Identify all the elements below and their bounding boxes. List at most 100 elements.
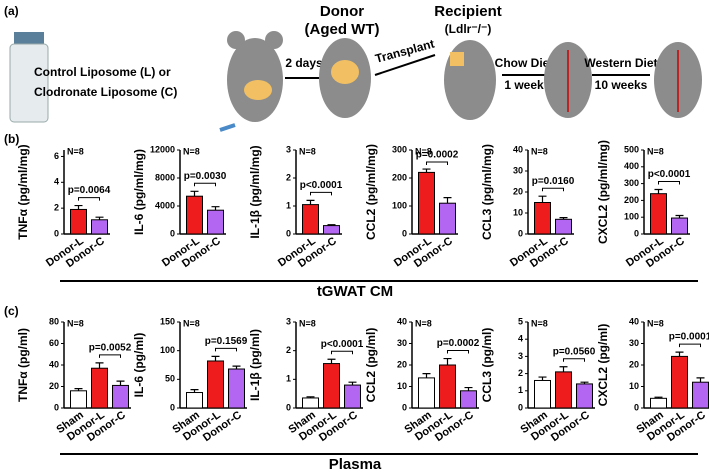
panel-label: (a) <box>4 4 19 18</box>
p-bracket <box>426 161 448 165</box>
y-tick-label: 300 <box>392 144 407 154</box>
error-bar <box>422 168 431 173</box>
bar <box>671 355 688 409</box>
bar <box>555 218 572 235</box>
y-tick-label: 0 <box>286 228 291 238</box>
bar <box>576 383 593 409</box>
y-axis-label: IL-6 (pg/ml/mg) <box>132 149 146 235</box>
n-label: N=8 <box>647 146 664 156</box>
y-tick-label: 8000 <box>155 172 175 182</box>
y-tick-label: 80 <box>49 316 59 326</box>
bar <box>650 397 667 409</box>
y-tick-label: 200 <box>392 172 407 182</box>
error-bar <box>327 358 336 364</box>
y-axis-label: CCL2 (pg/ml/mg) <box>364 144 378 240</box>
y-tick-label: 10 <box>397 381 407 391</box>
p-bracket <box>447 350 469 354</box>
p-value: p=0.0160 <box>532 176 575 187</box>
bar <box>439 202 456 235</box>
y-tick-label: 0 <box>286 402 291 412</box>
p-value: p=0.0002 <box>416 150 459 161</box>
bar <box>70 390 87 409</box>
p-value: p<0.0001 <box>648 169 691 180</box>
y-tick-label: 0 <box>54 228 59 238</box>
p-bracket <box>310 191 332 196</box>
n-label: N=8 <box>531 318 548 328</box>
n-label: N=8 <box>67 146 84 156</box>
p-bracket <box>563 358 585 362</box>
y-tick-label: 0 <box>402 402 407 412</box>
vial <box>9 43 49 123</box>
bar <box>91 219 108 235</box>
error-bar <box>654 396 663 399</box>
diet-time: 10 weeks <box>595 78 648 92</box>
y-tick-label: 0 <box>518 228 523 238</box>
bar <box>534 202 551 235</box>
y-axis-label: IL-1β (pg/ml) <box>248 329 262 401</box>
error-bar <box>74 204 83 210</box>
panel-label: (b) <box>4 132 19 146</box>
bar <box>207 360 224 409</box>
y-tick-label: 1 <box>286 200 291 210</box>
y-axis-label: TNFα (pg/ml) <box>16 328 30 402</box>
error-bar <box>74 388 83 391</box>
y-tick-label: 0 <box>54 402 59 412</box>
error-bar <box>95 362 104 369</box>
y-tick-label: 300 <box>624 178 639 188</box>
p-value: p=0.0030 <box>184 171 227 182</box>
y-tick-label: 0 <box>634 228 639 238</box>
bar <box>112 384 129 409</box>
y-tick-label: 40 <box>49 359 59 369</box>
y-axis-label: TNFα (pg/ml/mg) <box>16 144 30 239</box>
error-bar <box>675 214 684 219</box>
y-tick-label: 50 <box>165 374 175 384</box>
bar <box>228 368 245 409</box>
error-bar <box>306 396 315 398</box>
y-tick-label: 1 <box>286 374 291 384</box>
bar <box>186 392 203 409</box>
y-tick-label: 2 <box>286 345 291 355</box>
bar <box>91 367 108 409</box>
bar <box>671 217 688 235</box>
error-bar <box>190 389 199 393</box>
panel-label: (c) <box>4 304 19 318</box>
y-tick-label: 0 <box>170 402 175 412</box>
error-bar <box>538 376 547 381</box>
p-bracket <box>99 354 121 358</box>
error-bar <box>538 195 547 203</box>
error-bar <box>675 351 684 357</box>
y-tick-label: 1 <box>518 385 523 395</box>
y-axis-label: CCL3 (pg/ml) <box>480 328 494 403</box>
y-tick-label: 100 <box>160 345 175 355</box>
recipient-title: Recipient <box>434 3 502 20</box>
bar <box>650 193 667 235</box>
error-bar <box>696 377 705 383</box>
y-tick-label: 40 <box>513 144 523 154</box>
y-axis-label: CCL3 (pg/ml/mg) <box>480 144 494 240</box>
error-bar <box>116 380 125 386</box>
y-tick-label: 60 <box>49 338 59 348</box>
n-label: N=8 <box>299 146 316 156</box>
p-value: p=0.0560 <box>553 346 596 357</box>
donor-title: Donor <box>320 3 364 20</box>
y-tick-label: 40 <box>629 316 639 326</box>
bar <box>418 377 435 409</box>
bar <box>302 397 319 409</box>
bar <box>70 208 87 235</box>
y-tick-label: 2 <box>518 368 523 378</box>
y-tick-label: 0 <box>170 228 175 238</box>
bar <box>186 195 203 235</box>
recipient-subtitle: (Ldlr⁻/⁻) <box>445 22 492 36</box>
p-value: p<0.0001 <box>300 180 343 191</box>
y-axis-label: CCL2 (pg/ml) <box>364 328 378 403</box>
error-bar <box>443 357 452 365</box>
p-value: p=0.0052 <box>89 342 132 353</box>
error-bar <box>306 199 315 205</box>
y-axis-label: IL-1β (pg/ml/mg) <box>248 145 262 238</box>
donor-subtitle: (Aged WT) <box>305 21 380 38</box>
error-bar <box>95 216 104 220</box>
y-tick-label: 0 <box>402 228 407 238</box>
bar <box>302 204 319 235</box>
n-label: N=8 <box>183 318 200 328</box>
y-axis-label: CXCL2 (pg/ml/mg) <box>596 140 610 244</box>
